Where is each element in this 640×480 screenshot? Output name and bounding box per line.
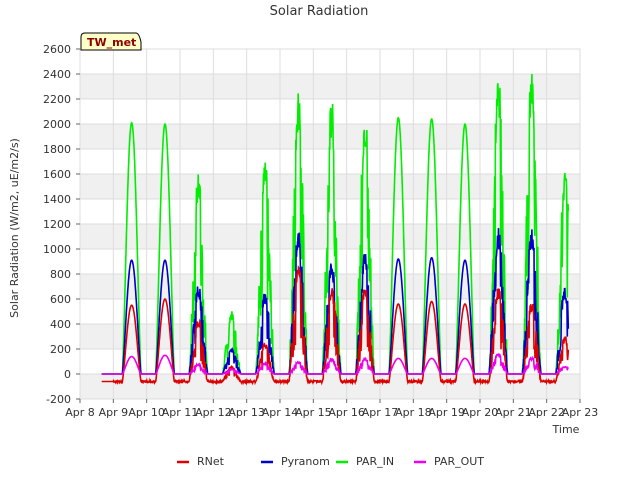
station-label: TW_met <box>87 36 136 49</box>
y-tick-label: 1200 <box>43 218 71 231</box>
x-tick-label: Apr 18 <box>395 406 432 419</box>
y-tick-label: 1000 <box>43 243 71 256</box>
y-tick-label: 1800 <box>43 143 71 156</box>
y-tick-label: 1600 <box>43 168 71 181</box>
y-tick-label: 2200 <box>43 93 71 106</box>
x-tick-label: Apr 8 <box>65 406 95 419</box>
legend-label: PAR_IN <box>356 455 394 468</box>
x-tick-label: Apr 11 <box>162 406 199 419</box>
station-badge: TW_met <box>80 32 142 51</box>
y-tick-label: 2000 <box>43 118 71 131</box>
band <box>80 49 580 74</box>
x-axis-title: Time <box>552 423 580 436</box>
x-tick-label: Apr 19 <box>428 406 465 419</box>
x-tick-label: Apr 15 <box>295 406 332 419</box>
band <box>80 224 580 249</box>
x-tick-label: Apr 20 <box>462 406 499 419</box>
legend-label: RNet <box>197 455 225 468</box>
y-tick-label: -200 <box>46 393 71 406</box>
series-layer <box>101 73 570 386</box>
y-tick-label: 2400 <box>43 68 71 81</box>
x-tick-label: Apr 13 <box>228 406 265 419</box>
x-tick-label: Apr 14 <box>262 406 299 419</box>
x-tick-label: Apr 21 <box>495 406 532 419</box>
y-tick-label: 2600 <box>43 43 71 56</box>
x-tick-label: Apr 12 <box>195 406 232 419</box>
y-tick-label: 1400 <box>43 193 71 206</box>
x-tick-label: Apr 22 <box>528 406 565 419</box>
y-tick-label: 200 <box>50 343 71 356</box>
legend-label: PAR_OUT <box>434 455 484 468</box>
x-tick-label: Apr 17 <box>362 406 399 419</box>
x-tick-label: Apr 10 <box>128 406 165 419</box>
x-tick-label: Apr 23 <box>562 406 599 419</box>
x-tick-label: Apr 9 <box>99 406 129 419</box>
y-axis-title: Solar Radiation (W/m2, uE/m2/s) <box>8 138 21 318</box>
legend: RNet Pyranom PAR_IN PAR_OUT <box>177 455 484 468</box>
y-tick-label: 800 <box>50 268 71 281</box>
band <box>80 74 580 99</box>
band <box>80 199 580 224</box>
chart-title: Solar Radiation <box>270 4 369 19</box>
y-tick-label: 0 <box>64 368 71 381</box>
series-line-par_out <box>101 352 569 376</box>
y-tick-label: 600 <box>50 293 71 306</box>
y-tick-label: 400 <box>50 318 71 331</box>
band <box>80 374 580 399</box>
legend-label: Pyranom <box>281 455 330 468</box>
y-axis: -200 0 200 400 600 800 1000 1200 1400 1600 1800 200… <box>43 43 80 406</box>
x-tick-label: Apr 16 <box>328 406 365 419</box>
